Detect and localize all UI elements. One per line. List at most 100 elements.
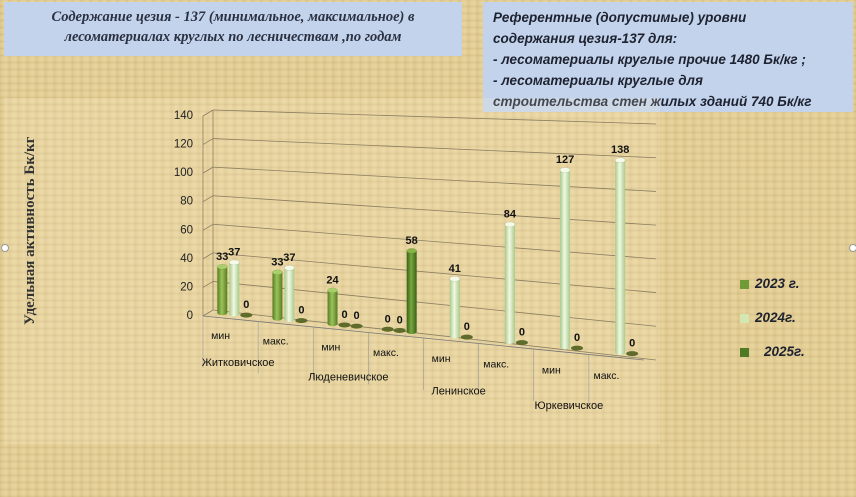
- bar-base: [406, 329, 417, 335]
- bar-top: [229, 259, 240, 266]
- bar-base: [615, 349, 626, 355]
- bar-2024-1: [284, 265, 295, 322]
- bar-2024-4: [449, 276, 461, 339]
- bar-2025-7: [626, 351, 639, 357]
- x-tick-label: макс.: [593, 370, 619, 382]
- bar-base: [272, 315, 283, 321]
- bar-zero-disc: [515, 340, 528, 346]
- chart-panel: 0 20 40 60 80 100 120 140 мин макс. мин макс. мин мак…: [4, 98, 660, 444]
- data-label: 138: [611, 144, 629, 156]
- reference-line-1: Референтные (допустимые) уровни: [493, 10, 747, 25]
- grid-layer: [202, 109, 657, 361]
- bar-2024-6: [559, 167, 571, 350]
- bar-zero-disc: [460, 334, 473, 340]
- y-tick-label: 20: [180, 281, 193, 293]
- data-label: 0: [298, 305, 304, 317]
- x-tick-label: макс.: [373, 347, 399, 359]
- x-tick-label: макс.: [483, 359, 509, 371]
- reference-line-4: - лесоматериалы круглые для: [493, 73, 703, 88]
- bar-base: [560, 344, 571, 350]
- gridline: [212, 195, 657, 226]
- bar-top: [327, 287, 338, 294]
- data-label: 0: [519, 327, 525, 339]
- resize-handle-right[interactable]: [849, 244, 856, 252]
- gridline-side: [202, 281, 214, 288]
- bar-body: [327, 290, 338, 324]
- x-tick-label: макс.: [263, 336, 289, 348]
- bar-body: [449, 278, 460, 336]
- chart-title-line-1: Содержание цезия - 137 (минимальное, мак…: [51, 9, 415, 25]
- bar-body: [272, 272, 283, 319]
- reference-line-5: строительства стен жилых зданий 740 Бк/к…: [493, 94, 812, 109]
- data-label: 0: [397, 314, 403, 326]
- bar-body: [217, 266, 228, 313]
- gridline-side: [202, 223, 214, 231]
- bar-body: [615, 160, 626, 353]
- bar-chart: 0 20 40 60 80 100 120 140 мин макс. мин макс. мин мак…: [174, 109, 657, 412]
- gridline-side: [202, 166, 214, 174]
- bar-body: [560, 170, 571, 347]
- bar-2024-0: [229, 259, 240, 317]
- bar-2025-6: [571, 345, 584, 351]
- y-tick-label: 120: [174, 139, 193, 151]
- data-label: 33: [216, 251, 228, 263]
- bar-top: [406, 248, 417, 254]
- y-tick-label: 100: [174, 167, 193, 179]
- bar-body: [229, 262, 240, 314]
- data-label: 41: [449, 263, 461, 275]
- legend-label-2023: 2023 г.: [755, 276, 800, 291]
- bar-top: [272, 269, 283, 276]
- gridline-side: [202, 138, 214, 145]
- data-label: 0: [464, 321, 470, 333]
- legend-swatch-2024: [740, 314, 749, 323]
- chart-title-box: Содержание цезия - 137 (минимальное, мак…: [4, 2, 462, 56]
- x-tick-label: мин: [321, 341, 340, 353]
- chart-title-line-2: лесоматериалах круглых по лесничествам ,…: [64, 29, 402, 45]
- bar-top: [284, 265, 295, 271]
- gridline: [212, 252, 657, 293]
- bar-zero-disc: [571, 345, 584, 351]
- y-tick-label: 0: [187, 310, 193, 322]
- bar-base: [449, 333, 460, 339]
- gridline: [212, 109, 657, 125]
- bar-2024-3: [393, 327, 406, 333]
- group-label: Юркевичское: [535, 400, 604, 412]
- reference-line-2: содержания цезия-137 для:: [493, 31, 678, 46]
- gridline: [212, 166, 657, 192]
- data-label: 58: [406, 235, 418, 247]
- bar-2024-7: [614, 157, 626, 355]
- legend: 2023 г. 2024г. 2025г.: [740, 270, 850, 370]
- bar-2025-2: [350, 323, 363, 329]
- bar-zero-disc: [393, 327, 406, 333]
- bar-2025-0: [240, 312, 253, 318]
- legend-swatch-2025: [740, 348, 749, 357]
- data-label: 0: [341, 309, 347, 321]
- bar-2024-2: [338, 322, 351, 328]
- reference-levels-box: Референтные (допустимые) уровни содержан…: [483, 2, 853, 112]
- bar-zero-disc: [295, 318, 308, 324]
- bar-layer: [217, 157, 639, 357]
- y-tick-label: 80: [180, 196, 193, 208]
- bar-zero-disc: [626, 351, 639, 357]
- bar-zero-disc: [338, 322, 351, 328]
- x-tick-label: мин: [432, 353, 451, 365]
- data-label: 84: [504, 208, 517, 220]
- resize-handle-left[interactable]: [1, 244, 9, 252]
- bar-2023-3: [381, 326, 394, 332]
- bar-top: [504, 221, 516, 228]
- y-tick-label: 40: [180, 253, 193, 265]
- data-label: 24: [326, 274, 339, 286]
- x-tick-label: мин: [211, 330, 230, 342]
- bar-base: [217, 310, 228, 316]
- bar-body: [504, 224, 515, 342]
- bar-2025-5: [515, 340, 528, 346]
- data-label: 0: [574, 332, 580, 344]
- bar-zero-disc: [240, 312, 253, 318]
- bar-base: [229, 311, 240, 317]
- reference-line-3: - лесоматериалы круглые прочие 1480 Бк/к…: [493, 52, 806, 67]
- data-label: 33: [271, 256, 283, 268]
- bar-zero-disc: [381, 326, 394, 332]
- gridline-side: [202, 309, 214, 317]
- gridline: [212, 223, 657, 260]
